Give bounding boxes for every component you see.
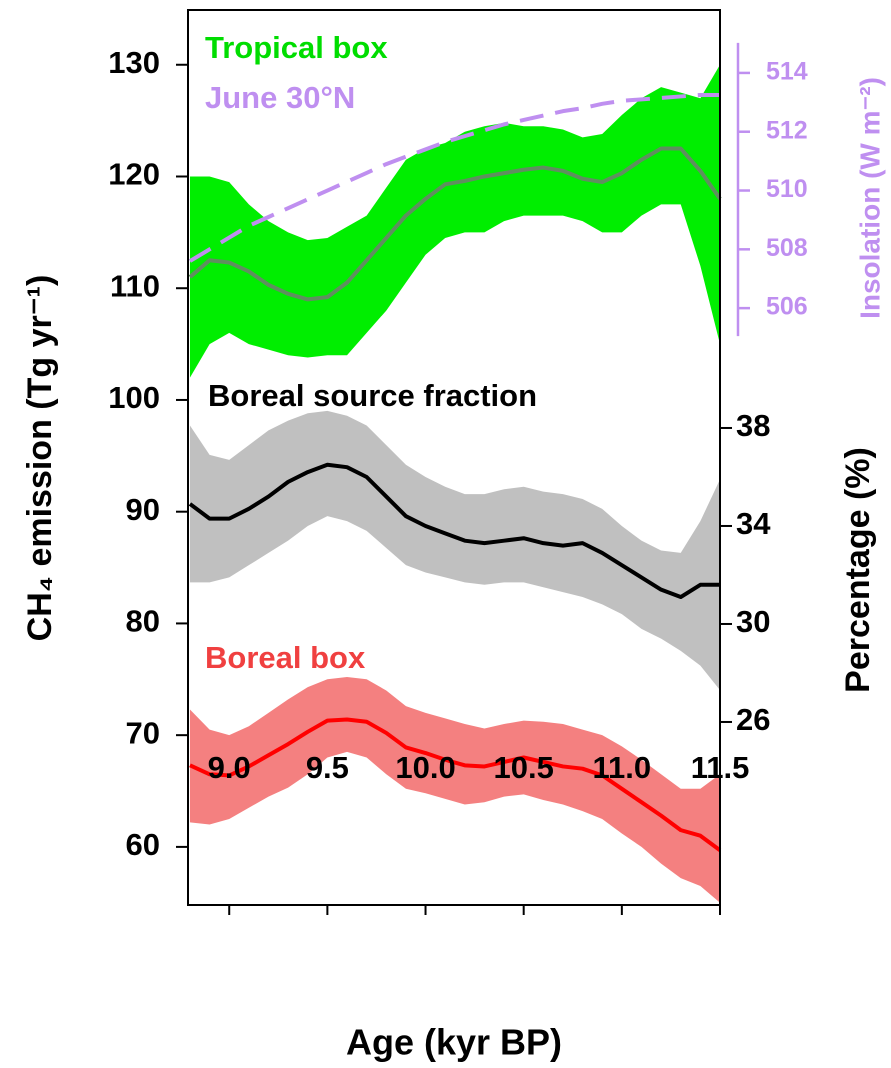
x-tick-label: 11.5 (691, 750, 750, 785)
line (189, 717, 722, 852)
y2-tick-label: 30 (736, 604, 770, 639)
line (188, 146, 722, 302)
y2-axis-label: Percentage (%) (839, 447, 877, 693)
y-tick-label: 80 (126, 604, 160, 639)
y-tick-label: 110 (110, 268, 160, 303)
series-label: June 30°N (205, 80, 355, 115)
y3-axis-label: Insolation (W m⁻²) (854, 77, 885, 319)
band (189, 677, 720, 903)
x-tick-label: 11.0 (593, 750, 652, 785)
y-tick-label: 70 (126, 715, 160, 750)
y-tick-label: 130 (108, 45, 160, 80)
y3-tick-label: 508 (766, 234, 808, 262)
y-tick-label: 90 (126, 492, 160, 527)
band (189, 410, 720, 691)
series-label: Boreal source fraction (208, 378, 537, 413)
y2-tick-label: 38 (736, 408, 770, 443)
x-tick-label: 9.0 (208, 750, 251, 785)
x-tick-label: 9.5 (306, 750, 349, 785)
y2-tick-label: 26 (736, 702, 770, 737)
y-tick-label: 120 (108, 157, 160, 192)
y3-tick-label: 514 (766, 58, 808, 86)
series-label: Boreal box (205, 640, 366, 675)
y-axis-label: CH₄ emission (Tg yr⁻¹) (21, 275, 59, 642)
line (188, 462, 720, 600)
series-label: Tropical box (205, 30, 388, 65)
dashed-line (188, 92, 720, 263)
y-tick-label: 100 (108, 380, 160, 415)
y3-tick-label: 512 (766, 116, 808, 144)
y3-tick-label: 506 (766, 293, 808, 321)
y2-tick-label: 34 (736, 506, 771, 541)
y-tick-label: 60 (126, 827, 160, 862)
x-tick-label: 10.5 (494, 750, 554, 785)
x-tick-label: 10.0 (395, 750, 455, 785)
x-axis-label: Age (kyr BP) (346, 1022, 562, 1063)
y3-tick-label: 510 (766, 175, 808, 203)
